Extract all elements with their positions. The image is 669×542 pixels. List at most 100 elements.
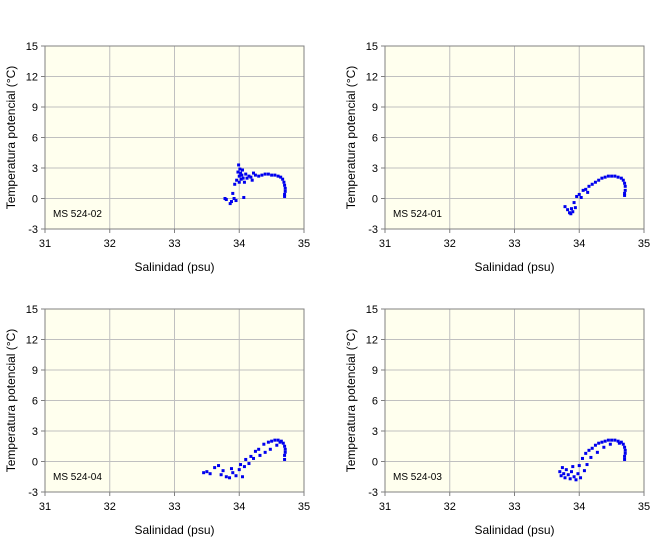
x-tick-label: 35 — [298, 501, 310, 513]
data-point — [600, 176, 604, 180]
x-tick-label: 33 — [508, 501, 520, 513]
y-tick-label: 15 — [26, 41, 38, 53]
station-label: MS 524-03 — [393, 472, 442, 483]
data-point — [606, 438, 610, 442]
data-point — [229, 467, 233, 471]
data-point — [613, 174, 617, 178]
data-point — [563, 205, 567, 209]
plot-frame — [44, 45, 305, 230]
y-axis-title: Temperatura potencial (°C) — [4, 66, 18, 210]
data-point — [266, 172, 270, 176]
y-tick-label: -3 — [368, 224, 378, 236]
data-point — [569, 470, 573, 474]
data-point — [619, 176, 623, 180]
x-tick-label: 32 — [104, 501, 116, 513]
data-point — [219, 473, 223, 477]
data-point — [571, 210, 575, 214]
x-tick-label: 31 — [379, 238, 391, 250]
data-point — [586, 190, 590, 194]
x-axis-title: Salinidad (psu) — [474, 523, 554, 537]
data-point — [587, 448, 591, 452]
x-tick-label: 34 — [573, 501, 585, 513]
data-point — [231, 191, 235, 195]
data-point — [279, 175, 283, 179]
y-tick-label: 9 — [372, 102, 378, 114]
data-point — [283, 192, 287, 196]
data-point — [283, 453, 287, 457]
data-point — [253, 173, 257, 177]
data-point — [242, 465, 246, 469]
data-point — [262, 442, 266, 446]
data-point — [571, 465, 575, 469]
data-point — [610, 438, 614, 442]
data-point — [617, 441, 621, 445]
data-point — [240, 475, 244, 479]
data-point — [257, 447, 261, 451]
x-tick-label: 35 — [638, 238, 650, 250]
data-point — [600, 440, 604, 444]
data-point — [251, 456, 255, 460]
data-series — [563, 174, 627, 216]
data-point — [283, 186, 287, 190]
chart-panel: -3 0 3 6 9 12 15 31 32 33 34 35 MS 524-03 Salinidad (… — [344, 304, 650, 537]
x-tick-label: 32 — [104, 238, 116, 250]
data-point — [597, 441, 601, 445]
data-point — [249, 175, 253, 179]
data-point — [283, 183, 287, 187]
data-point — [268, 447, 272, 451]
data-point — [587, 184, 591, 188]
data-point — [202, 471, 206, 475]
x-tick-label: 32 — [444, 238, 456, 250]
data-point — [247, 462, 251, 466]
data-point — [579, 195, 583, 199]
data-point — [237, 163, 241, 167]
y-tick-label: 6 — [372, 133, 378, 145]
y-tick-label: 12 — [26, 335, 38, 347]
data-point — [276, 438, 280, 442]
x-tick-label: 33 — [168, 238, 180, 250]
data-point — [242, 195, 246, 199]
x-tick-label: 35 — [638, 501, 650, 513]
y-tick-label: 6 — [32, 396, 38, 408]
data-point — [623, 454, 627, 458]
data-point — [623, 181, 627, 185]
data-point — [263, 172, 267, 176]
x-tick-label: 33 — [508, 238, 520, 250]
data-point — [572, 201, 576, 205]
data-point — [590, 446, 594, 450]
data-point — [584, 451, 588, 455]
data-series — [558, 438, 627, 482]
data-point — [623, 448, 627, 452]
data-point — [283, 450, 287, 454]
y-tick-label: 9 — [32, 365, 38, 377]
data-point — [576, 472, 580, 476]
data-point — [270, 439, 274, 443]
data-point — [569, 207, 573, 211]
y-tick-label: 12 — [366, 72, 378, 84]
y-axis-title: Temperatura potencial (°C) — [344, 329, 358, 473]
data-point — [564, 468, 568, 472]
y-tick-label: -3 — [28, 224, 38, 236]
data-point — [619, 440, 623, 444]
chart-panel: -3 0 3 6 9 12 15 31 32 33 34 35 MS 524-04 Salinidad (… — [4, 304, 310, 537]
y-tick-label: 12 — [26, 72, 38, 84]
data-point — [616, 175, 620, 179]
data-point — [283, 194, 287, 198]
data-point — [575, 194, 579, 198]
data-point — [577, 192, 581, 196]
data-point — [239, 171, 243, 175]
data-point — [240, 168, 244, 172]
plot-frame — [384, 45, 645, 230]
x-tick-label: 32 — [444, 501, 456, 513]
data-point — [623, 445, 627, 449]
data-series — [202, 438, 287, 480]
plot-frame — [384, 308, 645, 493]
data-point — [559, 474, 563, 478]
data-point — [577, 464, 581, 468]
data-point — [283, 189, 287, 193]
data-point — [281, 441, 285, 445]
y-tick-label: 3 — [372, 163, 378, 175]
station-label: MS 524-04 — [53, 472, 102, 483]
x-tick-label: 31 — [39, 238, 51, 250]
